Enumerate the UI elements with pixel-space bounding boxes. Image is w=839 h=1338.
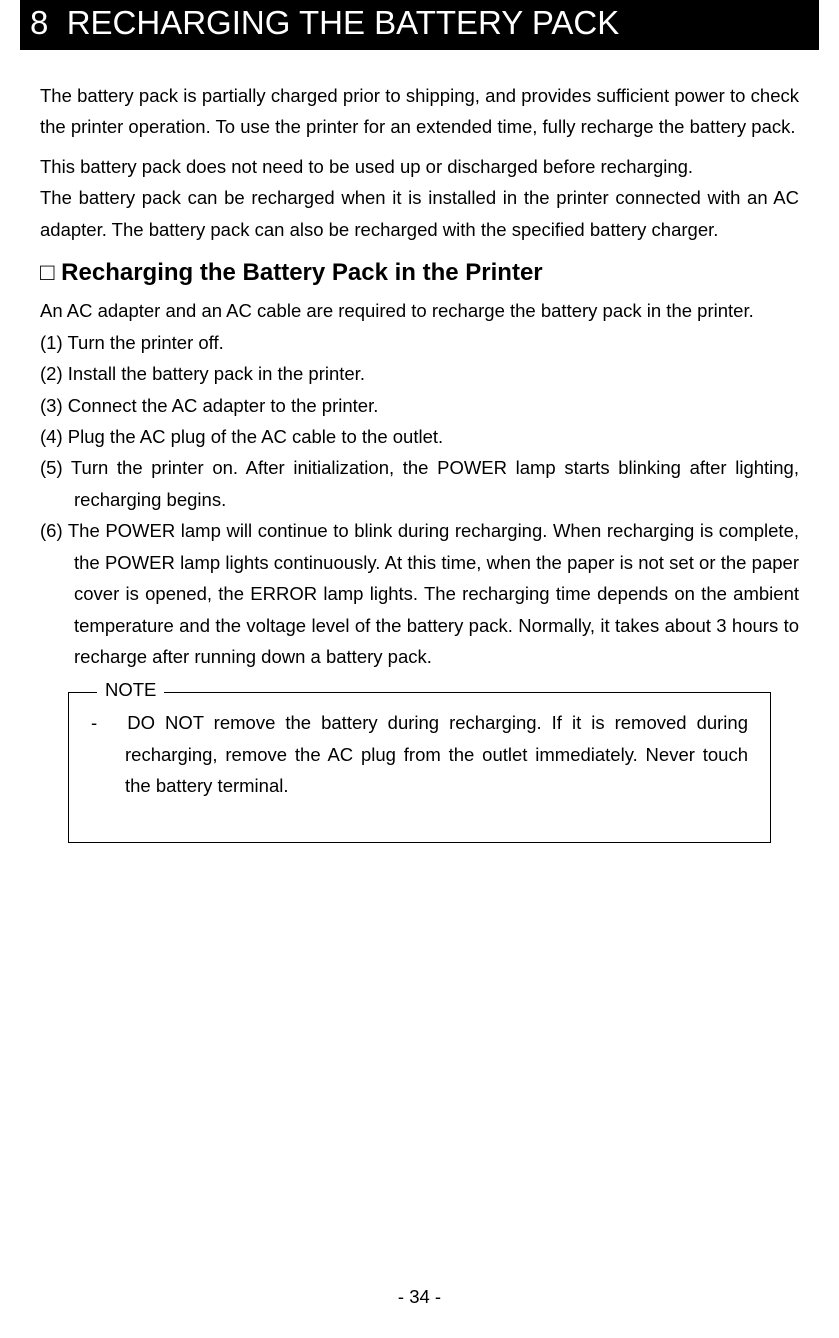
section-title: □ Recharging the Battery Pack in the Pri… <box>40 259 799 287</box>
chapter-header: 8 RECHARGING THE BATTERY PACK <box>20 0 819 50</box>
step-number: (6) <box>40 520 63 541</box>
note-label: NOTE <box>97 679 164 701</box>
intro-paragraph-2: This battery pack does not need to be us… <box>40 151 799 182</box>
step-2: (2) Install the battery pack in the prin… <box>40 358 799 389</box>
step-1: (1) Turn the printer off. <box>40 327 799 358</box>
step-number: (3) <box>40 395 63 416</box>
step-text: Install the battery pack in the printer. <box>68 363 365 384</box>
step-text: Plug the AC plug of the AC cable to the … <box>68 426 443 447</box>
section-title-text: Recharging the Battery Pack in the Print… <box>61 259 542 286</box>
step-number: (1) <box>40 332 63 353</box>
step-text: The POWER lamp will continue to blink du… <box>68 520 799 667</box>
step-text: Turn the printer on. After initializatio… <box>71 457 799 509</box>
step-number: (2) <box>40 363 63 384</box>
step-number: (4) <box>40 426 63 447</box>
step-4: (4) Plug the AC plug of the AC cable to … <box>40 421 799 452</box>
step-6: (6) The POWER lamp will continue to blin… <box>40 515 799 672</box>
page: 8 RECHARGING THE BATTERY PACK The batter… <box>0 0 839 1338</box>
note-marker: - <box>91 712 97 733</box>
intro-paragraph-3: The battery pack can be recharged when i… <box>40 182 799 245</box>
chapter-title: RECHARGING THE BATTERY PACK <box>67 4 620 41</box>
chapter-number: 8 <box>30 4 48 41</box>
section-lead: An AC adapter and an AC cable are requir… <box>40 295 799 326</box>
step-number: (5) <box>40 457 63 478</box>
step-5: (5) Turn the printer on. After initializ… <box>40 452 799 515</box>
page-number: - 34 - <box>0 1286 839 1308</box>
step-text: Connect the AC adapter to the printer. <box>68 395 379 416</box>
section-bullet: □ <box>40 259 55 286</box>
step-text: Turn the printer off. <box>67 332 223 353</box>
note-item: - DO NOT remove the battery during recha… <box>91 707 748 801</box>
note-text: DO NOT remove the battery during recharg… <box>125 712 748 796</box>
note-box: NOTE - DO NOT remove the battery during … <box>68 692 771 842</box>
intro-paragraph-1: The battery pack is partially charged pr… <box>40 80 799 143</box>
step-3: (3) Connect the AC adapter to the printe… <box>40 390 799 421</box>
